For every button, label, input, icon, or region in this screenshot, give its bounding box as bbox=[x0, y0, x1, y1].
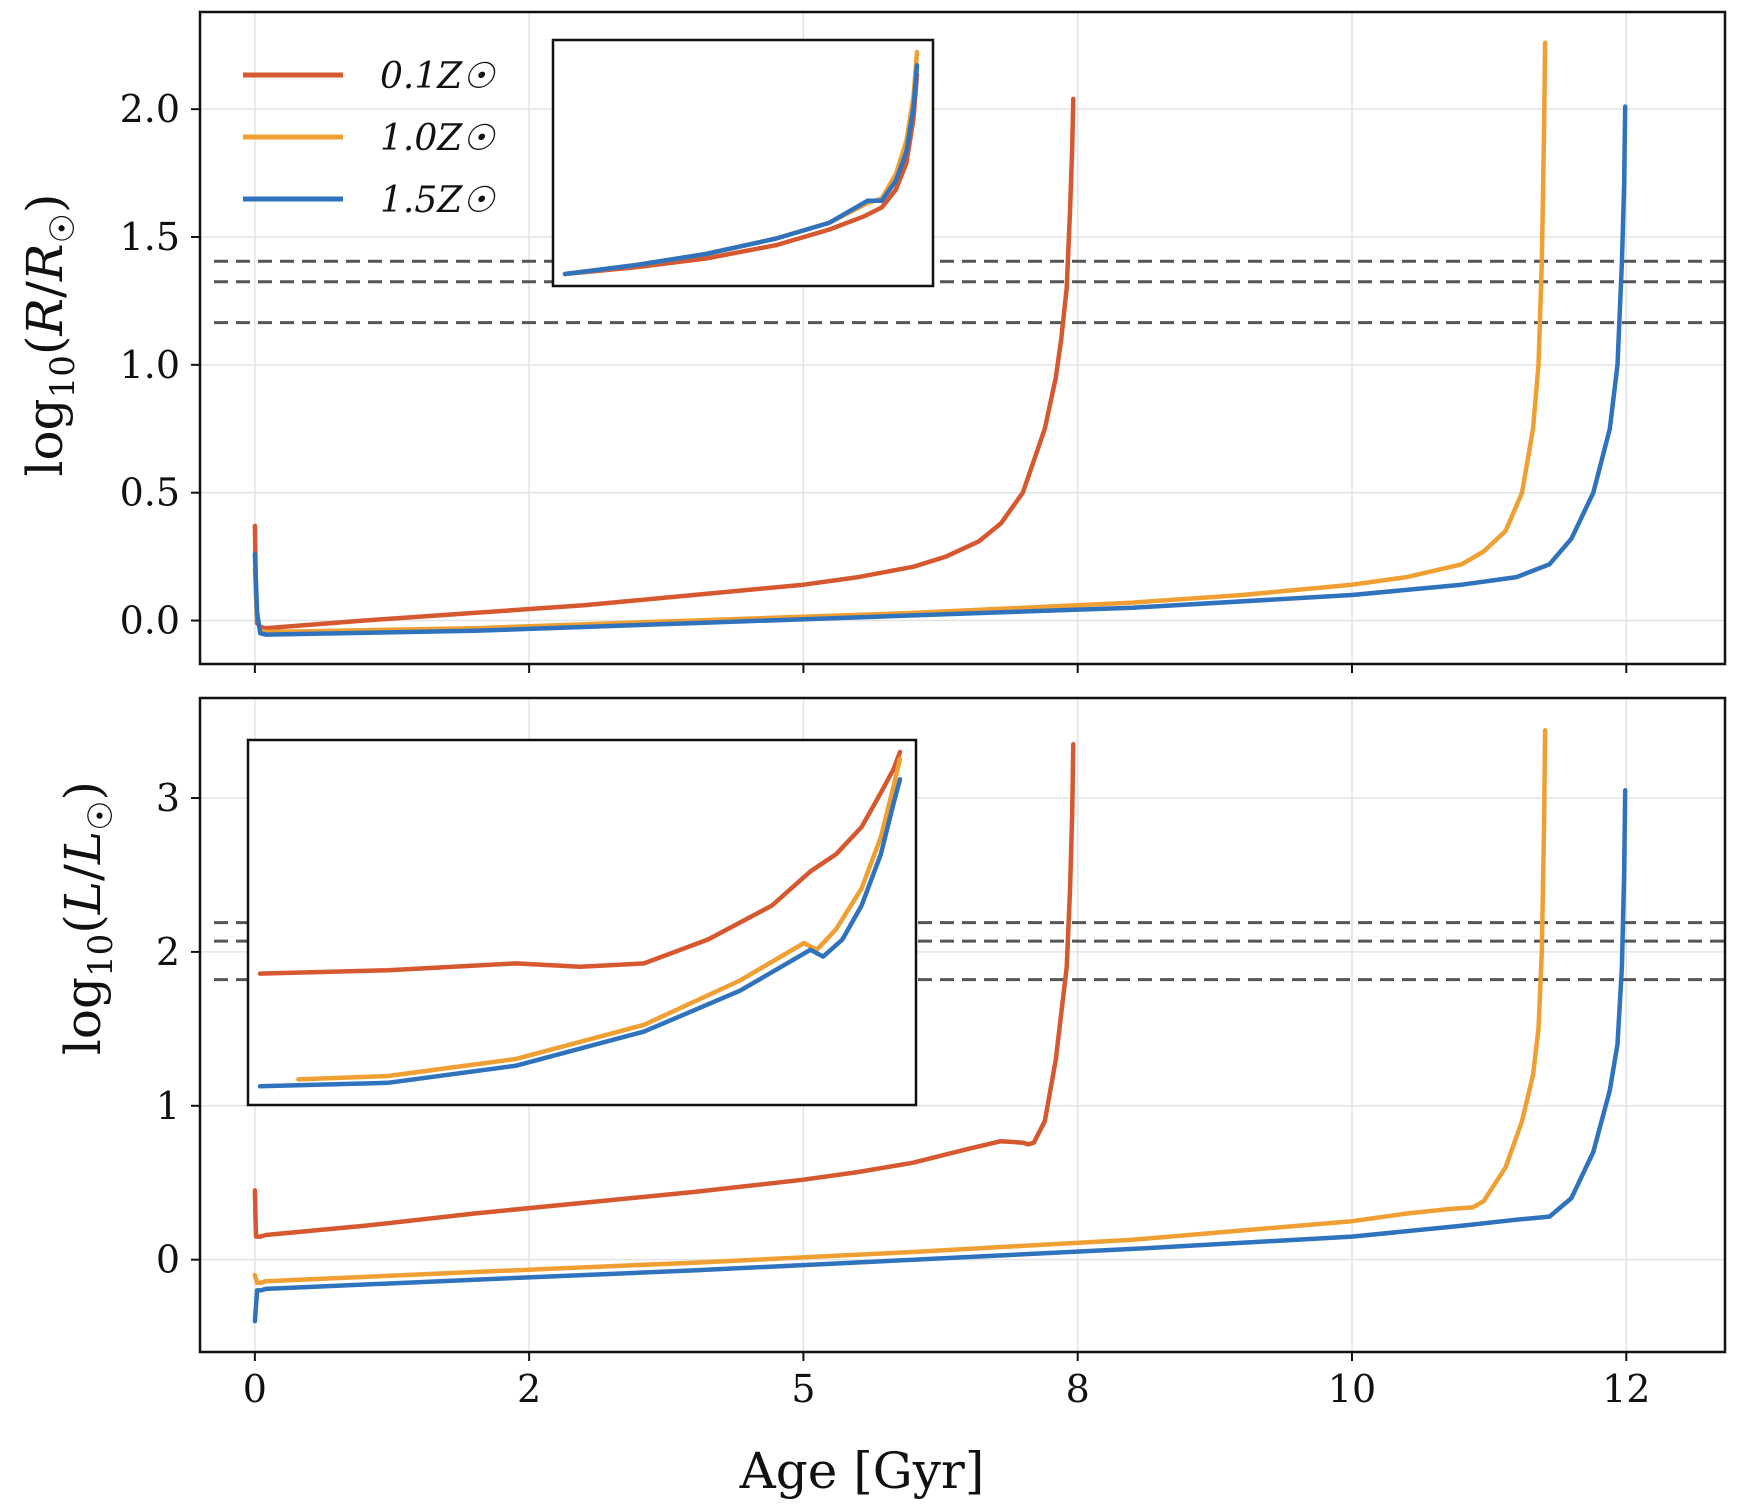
luminosity-inset bbox=[246, 738, 918, 1107]
radius-series-1 bbox=[252, 40, 1548, 635]
legend-label-2: 1.5Z☉ bbox=[380, 180, 496, 221]
radius-grid bbox=[200, 12, 1725, 664]
radius-ytick-label-4: 2.0 bbox=[120, 87, 180, 131]
radius-ticks: 0.0 0.5 1.0 1.5 2.0 bbox=[120, 87, 1628, 673]
radius-series bbox=[252, 40, 1628, 637]
radius-hlines bbox=[214, 259, 1725, 325]
luminosity-xtick-label-2: 5 bbox=[791, 1367, 815, 1411]
radius-inset-series-2 bbox=[562, 63, 920, 277]
luminosity-frame bbox=[198, 696, 1727, 1354]
luminosity-series-2 bbox=[252, 788, 1628, 1324]
luminosity-series-0 bbox=[252, 741, 1076, 1239]
legend-label-0: 0.1Z☉ bbox=[380, 56, 496, 97]
legend-label-1: 1.0Z☉ bbox=[380, 118, 496, 159]
radius-panel: 0.0 0.5 1.0 1.5 2.0 log10(R/R☉) 0.1Z☉ 1.0Z☉ 1.… bbox=[16, 10, 1727, 673]
luminosity-series-1 bbox=[252, 728, 1548, 1286]
luminosity-ytick-label-0: 0 bbox=[156, 1238, 180, 1282]
radius-frame bbox=[198, 10, 1727, 666]
radius-ylabel: log10(R/R☉) bbox=[16, 193, 83, 476]
luminosity-series bbox=[252, 728, 1628, 1324]
luminosity-xtick-label-5: 12 bbox=[1602, 1367, 1650, 1411]
luminosity-xtick-label-1: 2 bbox=[517, 1367, 541, 1411]
luminosity-ytick-label-2: 2 bbox=[156, 930, 180, 974]
radius-ytick-label-2: 1.0 bbox=[120, 343, 180, 387]
radius-series-2 bbox=[252, 104, 1628, 637]
luminosity-inset-frame bbox=[246, 738, 918, 1107]
radius-inset-frame bbox=[551, 38, 935, 288]
legend: 0.1Z☉ 1.0Z☉ 1.5Z☉ bbox=[243, 56, 496, 221]
radius-ytick-label-0: 0.0 bbox=[120, 599, 180, 643]
luminosity-inset-series-2 bbox=[257, 777, 903, 1089]
luminosity-ytick-label-3: 3 bbox=[156, 776, 180, 820]
luminosity-xtick-label-4: 10 bbox=[1328, 1367, 1376, 1411]
x-axis-label: Age [Gyr] bbox=[739, 1442, 985, 1500]
radius-ytick-label-1: 0.5 bbox=[120, 471, 180, 515]
luminosity-inset-series-0 bbox=[257, 749, 903, 976]
luminosity-xtick-label-3: 8 bbox=[1066, 1367, 1090, 1411]
luminosity-inset-series-1 bbox=[296, 756, 903, 1082]
luminosity-xtick-label-0: 0 bbox=[243, 1367, 267, 1411]
radius-ytick-label-3: 1.5 bbox=[120, 215, 180, 259]
luminosity-ytick-label-1: 1 bbox=[156, 1084, 180, 1128]
radius-inset bbox=[551, 38, 935, 288]
luminosity-ylabel: log10(L/L☉) bbox=[54, 781, 121, 1055]
